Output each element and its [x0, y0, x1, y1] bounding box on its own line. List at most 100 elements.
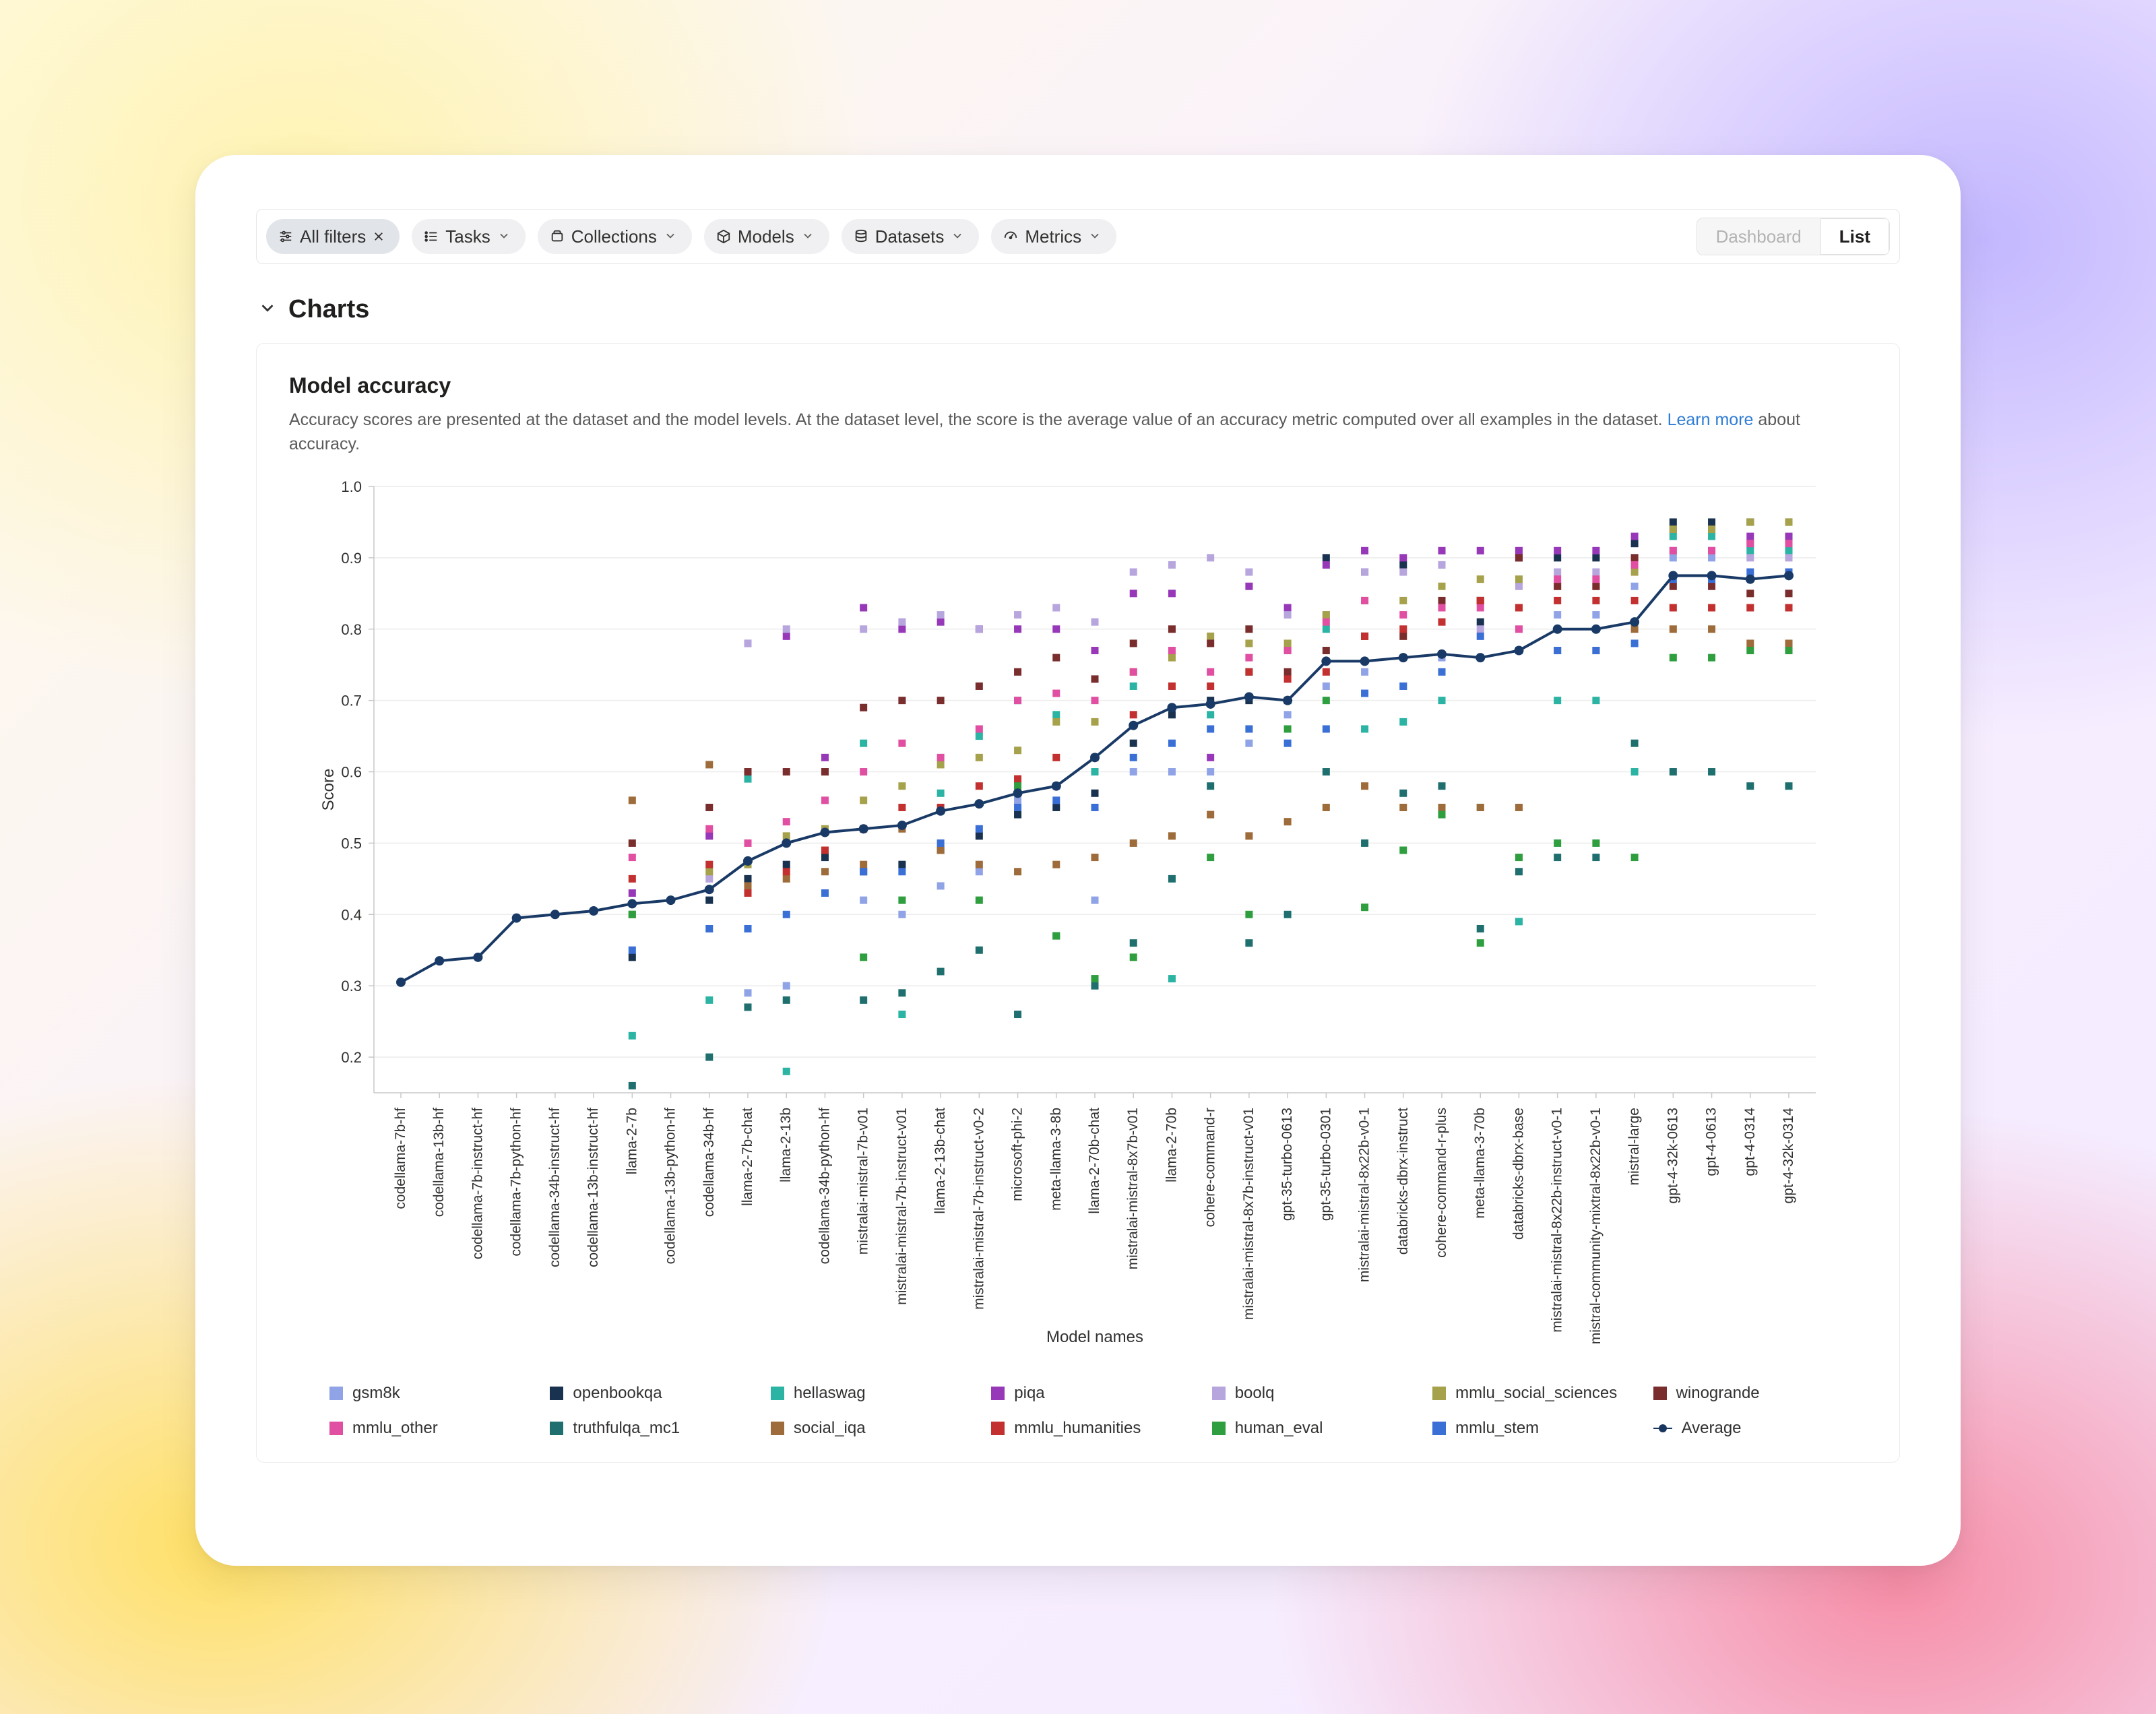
scatter-point: [898, 697, 906, 704]
scatter-point: [976, 753, 983, 761]
svg-text:gpt-4-32k-0314: gpt-4-32k-0314: [1781, 1107, 1796, 1203]
legend-item[interactable]: Average: [1653, 1419, 1867, 1438]
scatter-point: [705, 896, 713, 903]
dashboard-tab[interactable]: Dashboard: [1697, 218, 1820, 255]
list-tab[interactable]: List: [1820, 218, 1889, 255]
legend-item[interactable]: social_iqa: [771, 1419, 984, 1438]
average-point: [666, 895, 676, 905]
svg-text:gpt-4-32k-0613: gpt-4-32k-0613: [1665, 1108, 1680, 1203]
scatter-point: [1631, 554, 1639, 561]
legend-item[interactable]: mmlu_humanities: [991, 1419, 1205, 1438]
tasks-pill[interactable]: Tasks: [412, 219, 525, 254]
scatter-point: [1052, 689, 1060, 697]
average-point: [1129, 720, 1138, 730]
chevron-down-icon: [497, 226, 511, 247]
scatter-point: [705, 1053, 713, 1060]
scatter-point: [1399, 596, 1407, 604]
scatter-point: [1207, 711, 1214, 718]
scatter-point: [783, 868, 790, 875]
chart-plot[interactable]: 0.20.30.40.50.60.70.80.91.0codellama-7b-…: [289, 473, 1867, 1362]
scatter-point: [1014, 868, 1021, 875]
scatter-point: [1708, 654, 1715, 661]
scatter-point: [1091, 982, 1099, 989]
average-point: [1476, 653, 1485, 662]
scatter-point: [783, 768, 790, 775]
average-point: [1283, 695, 1292, 705]
scatter-point: [1554, 647, 1561, 654]
all-filters-pill[interactable]: All filters: [266, 219, 400, 254]
scatter-point: [1130, 768, 1137, 775]
legend-item[interactable]: mmlu_stem: [1432, 1419, 1646, 1438]
svg-text:gpt-35-turbo-0613: gpt-35-turbo-0613: [1279, 1108, 1295, 1221]
legend-swatch: [771, 1387, 784, 1400]
models-pill[interactable]: Models: [704, 219, 829, 254]
svg-text:codellama-7b-python-hf: codellama-7b-python-hf: [509, 1107, 524, 1256]
scatter-point: [1130, 711, 1137, 718]
average-point: [396, 977, 406, 986]
scatter-point: [898, 868, 906, 875]
scatter-point: [705, 996, 713, 1003]
scatter-point: [1284, 604, 1292, 611]
scatter-point: [1052, 625, 1060, 633]
svg-text:microsoft-phi-2: microsoft-phi-2: [1010, 1108, 1025, 1201]
average-point: [1668, 571, 1678, 580]
scatter-point: [860, 768, 867, 775]
scatter-point: [705, 875, 713, 882]
legend-item[interactable]: human_eval: [1212, 1419, 1426, 1438]
chevron-down-icon: [257, 298, 278, 321]
scatter-point: [1207, 554, 1214, 561]
scatter-point: [1631, 532, 1639, 540]
datasets-label: Datasets: [875, 226, 945, 247]
scatter-point: [783, 910, 790, 918]
svg-text:1.0: 1.0: [341, 478, 362, 495]
svg-text:0.8: 0.8: [341, 621, 362, 637]
scatter-point: [1284, 647, 1292, 654]
scatter-point: [860, 604, 867, 611]
scatter-point: [1130, 568, 1137, 575]
scatter-point: [1014, 668, 1021, 675]
scatter-point: [1207, 753, 1214, 761]
scatter-point: [1515, 918, 1523, 925]
legend-item[interactable]: hellaswag: [771, 1384, 984, 1403]
close-icon[interactable]: [373, 230, 385, 243]
scatter-point: [1785, 554, 1793, 561]
scatter-point: [1670, 768, 1677, 775]
collections-pill[interactable]: Collections: [538, 219, 692, 254]
scatter-point: [629, 839, 636, 846]
scatter-point: [783, 1067, 790, 1075]
legend-item[interactable]: mmlu_other: [329, 1419, 543, 1438]
scatter-point: [1014, 811, 1021, 818]
charts-section-header[interactable]: Charts: [257, 295, 1900, 324]
scatter-point: [1399, 561, 1407, 568]
legend-item[interactable]: mmlu_social_sciences: [1432, 1384, 1646, 1403]
legend-item[interactable]: winogrande: [1653, 1384, 1867, 1403]
legend-item[interactable]: boolq: [1212, 1384, 1426, 1403]
scatter-point: [783, 632, 790, 639]
scatter-point: [1361, 839, 1368, 846]
legend-item[interactable]: openbookqa: [550, 1384, 763, 1403]
legend-item[interactable]: truthfulqa_mc1: [550, 1419, 763, 1438]
scatter-point: [1091, 854, 1099, 861]
scatter-point: [1130, 839, 1137, 846]
scatter-point: [1399, 632, 1407, 639]
collections-label: Collections: [571, 226, 657, 247]
learn-more-link[interactable]: Learn more: [1668, 410, 1754, 429]
scatter-point: [1746, 639, 1754, 647]
average-point: [705, 885, 714, 894]
scatter-point: [1746, 590, 1754, 597]
scatter-point: [1361, 782, 1368, 790]
legend-swatch: [329, 1387, 343, 1400]
scatter-point: [1554, 839, 1561, 846]
scatter-point: [860, 868, 867, 875]
legend-item[interactable]: gsm8k: [329, 1384, 543, 1403]
scatter-point: [744, 889, 752, 897]
legend-item[interactable]: piqa: [991, 1384, 1205, 1403]
scatter-point: [1130, 639, 1137, 647]
scatter-point: [1284, 818, 1292, 825]
scatter-point: [1323, 647, 1330, 654]
scatter-point: [1438, 803, 1446, 811]
scatter-point: [937, 839, 945, 846]
average-point: [512, 913, 521, 922]
datasets-pill[interactable]: Datasets: [842, 219, 980, 254]
metrics-pill[interactable]: Metrics: [991, 219, 1116, 254]
